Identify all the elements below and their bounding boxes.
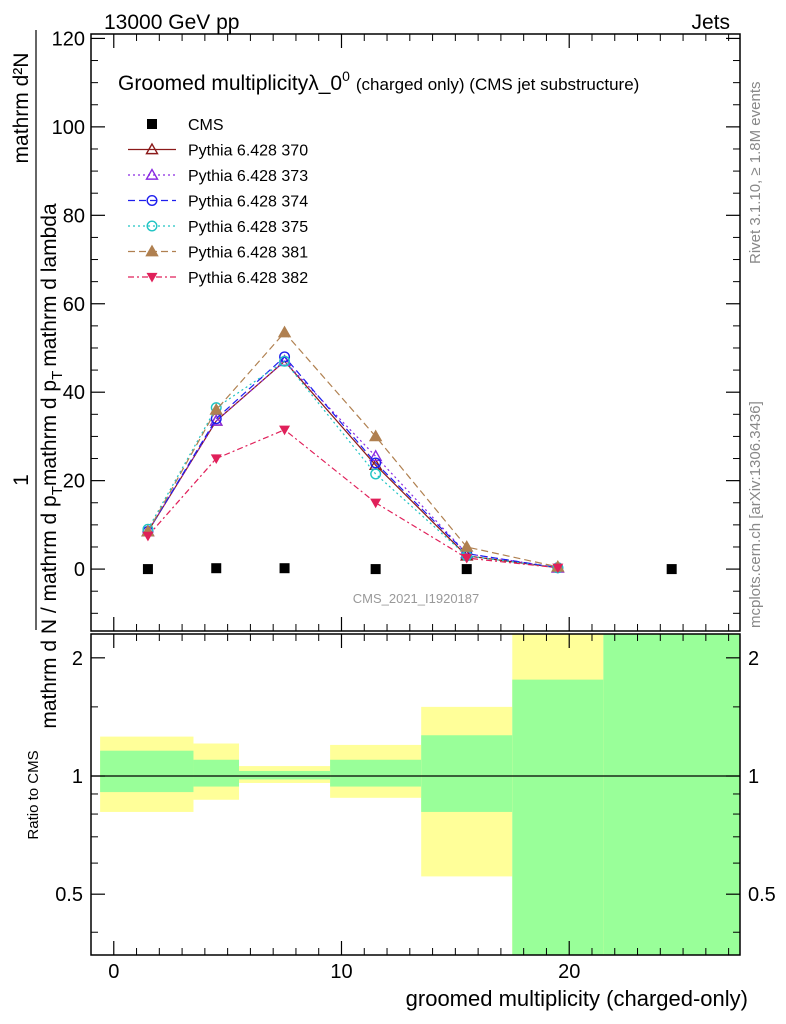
y-tick-label: 40 [63, 382, 85, 404]
series-line [147, 355, 558, 569]
series-1 [141, 354, 565, 573]
rivet-version-text: Rivet 3.1.10, ≥ 1.8M events [747, 82, 764, 265]
uncertainty-band-inner [100, 750, 194, 793]
series-2 [141, 354, 565, 573]
ratio-y-tick-label: 2 [72, 648, 83, 670]
data-point [209, 402, 223, 415]
series-3 [142, 351, 564, 574]
data-point [368, 429, 383, 442]
legend-entry: Pythia 6.428 373 [128, 168, 308, 185]
ratio-y-tick-label: 1 [72, 766, 83, 788]
series-5 [141, 325, 565, 572]
legend-marker [146, 220, 158, 232]
y-label-one: 1 [10, 474, 33, 486]
series-line [147, 360, 558, 569]
ratio-plot: 0.5 0.51 12 20 10 20 [55, 633, 776, 983]
series-0 [142, 563, 677, 575]
data-point [279, 563, 290, 574]
series-4 [142, 355, 564, 574]
uncertainty-band-inner [193, 759, 240, 787]
legend-entry: CMS [147, 117, 224, 134]
legend-marker [147, 119, 157, 129]
analysis-watermark: CMS_2021_I1920187 [353, 591, 480, 606]
legend-label: Pythia 6.428 373 [188, 168, 308, 185]
chart-title: Groomed multiplicityλ_00 (charged only) (… [118, 68, 639, 95]
legend-marker [145, 142, 159, 155]
data-point [142, 531, 154, 542]
category-label: Jets [691, 11, 730, 34]
legend-label: Pythia 6.428 381 [188, 245, 308, 262]
main-plot-frame [90, 33, 741, 632]
ratio-y-tick-label: 1 [748, 766, 759, 788]
data-point [279, 425, 291, 436]
series-line [147, 360, 558, 569]
x-axis-label: groomed multiplicity (charged-only) [406, 986, 748, 1011]
data-point [209, 414, 223, 426]
data-point [211, 563, 222, 574]
x-tick-label: 10 [330, 961, 352, 983]
data-point [370, 468, 382, 480]
legend-label: Pythia 6.428 374 [188, 194, 308, 211]
data-point [666, 564, 677, 575]
y-axis-label: 1 mathrm d²N mathrm d N / mathrm d pTmat… [10, 30, 66, 729]
data-point [552, 563, 564, 574]
legend-label: Pythia 6.428 382 [188, 270, 308, 287]
data-point [461, 553, 473, 564]
y-tick-label: 100 [52, 117, 85, 139]
x-tick-label: 0 [108, 961, 119, 983]
y-tick-label: 0 [74, 559, 85, 581]
legend-entry: Pythia 6.428 370 [128, 143, 308, 160]
y-label-denominator: mathrm d N / mathrm d pTmathrm d pTmathr… [38, 203, 66, 729]
uncertainty-band-inner [512, 679, 604, 955]
legend: CMS Pythia 6.428 370 Pythia 6.428 373 Pythi… [128, 117, 308, 287]
legend-entry: Pythia 6.428 374 [128, 194, 308, 211]
ratio-y-label: Ratio to CMS [25, 750, 42, 839]
ratio-y-tick-label: 2 [748, 648, 759, 670]
data-point [461, 564, 472, 575]
series-6 [142, 425, 564, 574]
legend-entry: Pythia 6.428 375 [128, 219, 308, 236]
legend-entry: Pythia 6.428 381 [128, 245, 308, 262]
uncertainty-band-inner [239, 770, 331, 780]
uncertainty-band-inner [330, 759, 422, 787]
series-line [147, 429, 558, 569]
y-tick-label: 20 [63, 471, 85, 493]
data-point [370, 457, 382, 469]
series-line [147, 360, 558, 569]
uncertainty-band-inner [603, 634, 740, 955]
data-point [279, 355, 291, 367]
energy-label: 13000 GeV pp [104, 11, 239, 34]
y-tick-label: 120 [52, 28, 85, 50]
data-point [277, 325, 292, 338]
data-point [210, 454, 222, 465]
data-point [460, 540, 474, 552]
legend-marker [146, 194, 158, 206]
ratio-plot-frame [90, 633, 741, 956]
x-tick-label: 20 [558, 961, 580, 983]
legend-label: Pythia 6.428 370 [188, 143, 308, 160]
y-tick-label: 80 [63, 205, 85, 227]
uncertainty-band-inner [421, 735, 513, 812]
main-plot: 0 20 40 60 80 100 120 [52, 28, 741, 632]
legend-label: CMS [188, 117, 224, 134]
ratio-y-tick-label: 0.5 [55, 884, 83, 906]
legend-marker [146, 272, 158, 283]
legend-marker [145, 244, 159, 257]
legend-entry: Pythia 6.428 382 [128, 270, 308, 287]
data-point [370, 564, 381, 575]
y-label-numerator: mathrm d²N [10, 53, 33, 164]
legend-marker [145, 168, 159, 180]
y-tick-label: 60 [63, 294, 85, 316]
data-point [142, 564, 153, 575]
data-point [368, 449, 383, 462]
data-point [370, 498, 382, 509]
legend-label: Pythia 6.428 375 [188, 219, 308, 236]
series-line [147, 331, 558, 568]
ratio-y-tick-label: 0.5 [748, 884, 776, 906]
mcplots-reference-text: mcplots.cern.ch [arXiv:1306.3436] [747, 401, 764, 628]
